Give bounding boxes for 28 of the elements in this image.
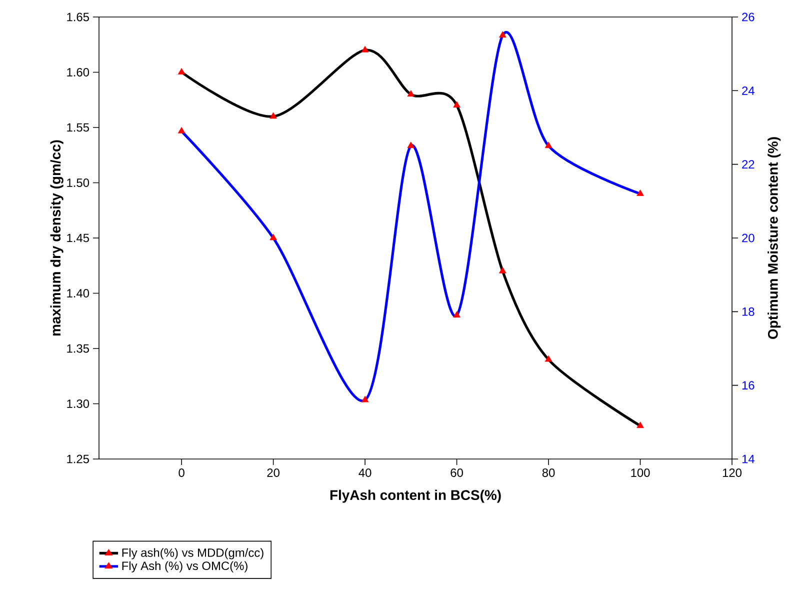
- legend-label: Fly Ash (%) vs OMC(%): [122, 561, 248, 572]
- y-tick-label: 1.60: [67, 68, 90, 76]
- y-tick-label: 1.30: [67, 400, 90, 408]
- x-tick-label: 60: [450, 468, 463, 477]
- x-tick-label: 80: [542, 468, 555, 477]
- y-tick-label: 1.65: [67, 12, 89, 22]
- y-tick-label: 1.25: [67, 454, 89, 464]
- x-axis-title: FlyAsh content in BCS(%): [330, 490, 501, 503]
- y2-tick-label: 24: [742, 86, 754, 95]
- y2-tick-label: 16: [742, 381, 754, 390]
- x-tick-label: 0: [178, 468, 184, 477]
- x-tick-label: 120: [722, 468, 742, 477]
- legend-label: Fly ash(%) vs MDD(gm/cc): [122, 548, 264, 560]
- x-tick-label: 100: [631, 468, 650, 477]
- y2-tick-label: 14: [742, 454, 754, 464]
- y2-tick-label: 22: [742, 160, 754, 168]
- y-tick-label: 1.35: [67, 344, 89, 353]
- y2-tick-label: 20: [742, 234, 754, 242]
- y-tick-label: 1.50: [67, 178, 90, 187]
- y2-tick-label: 26: [742, 12, 754, 22]
- y2-axis-title: Optimum Moisture content (%): [768, 137, 781, 339]
- y-tick-label: 1.40: [67, 289, 90, 298]
- y2-tick-label: 18: [742, 307, 754, 316]
- y-tick-label: 1.45: [67, 234, 89, 242]
- x-tick-label: 20: [267, 468, 280, 477]
- y-tick-label: 1.55: [67, 123, 89, 132]
- x-tick-label: 40: [358, 468, 372, 477]
- y-axis-title: maximum dry density (gm/cc): [50, 140, 64, 336]
